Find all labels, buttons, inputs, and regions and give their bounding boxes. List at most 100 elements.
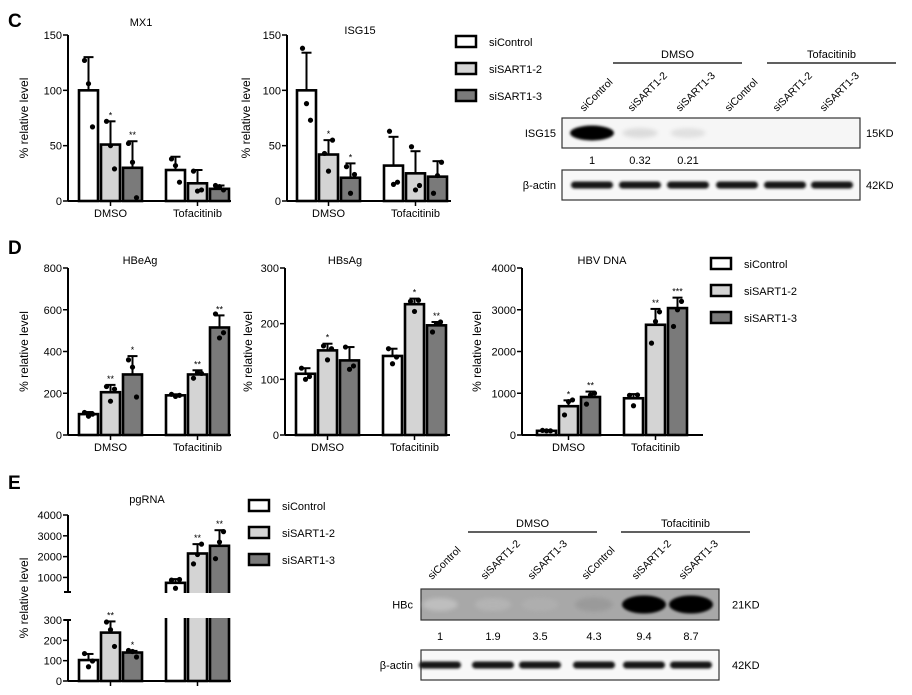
blot-band: [667, 181, 709, 189]
data-point: [168, 156, 175, 162]
y-axis-label: % relative level: [241, 311, 255, 392]
y-tick-label: 200: [261, 319, 279, 331]
blot-band: [573, 661, 615, 669]
data-point: [129, 648, 136, 655]
y-tick-label: 0: [56, 676, 62, 688]
data-point: [587, 392, 594, 398]
data-point: [172, 393, 179, 399]
legend-swatch-sicontrol: [247, 498, 271, 513]
data-point: [539, 427, 546, 434]
blot-lane-label: siSART1-3: [677, 538, 721, 582]
data-point: [438, 159, 445, 165]
legend-swatch-sisart1-3: [709, 310, 733, 325]
panel-label-c: C: [8, 11, 22, 32]
data-point: [216, 184, 223, 190]
blot-quant-value: 1: [437, 631, 443, 643]
data-point: [433, 321, 440, 327]
blot-loading-membrane: [420, 649, 720, 681]
bar-sisart1-2-tofacitinib: [644, 323, 667, 437]
bar-sisart1-3-tofacitinib: [208, 187, 231, 203]
data-point: [176, 392, 183, 398]
data-point: [125, 647, 132, 654]
y-tick-label: 3000: [38, 531, 62, 543]
blot-lane-label: siControl: [723, 76, 761, 114]
y-tick-label: 1000: [38, 572, 62, 584]
blot-quant-value: 1: [589, 155, 595, 167]
legend-label-sisart1-3: siSART1-3: [282, 555, 335, 567]
data-point: [302, 376, 309, 382]
significance-marker: *: [413, 288, 417, 298]
y-tick-label: 150: [263, 30, 281, 42]
blot-group-label-tofacitinib: Tofacitinib: [807, 49, 856, 61]
chart-title: pgRNA: [129, 494, 165, 506]
bar-sicontrol-dmso: [77, 89, 100, 203]
data-point: [386, 128, 393, 134]
blot-quant-value: 9.4: [636, 631, 651, 643]
data-point: [547, 428, 554, 434]
legend-c: siControl siSART1-2 siSART1-3: [454, 34, 542, 103]
y-tick-label: 100: [44, 85, 62, 97]
data-point: [670, 323, 677, 330]
bar-sisart1-3-dmso: [339, 176, 362, 203]
legend-swatch-sisart1-2: [709, 283, 733, 298]
blot-lane-label: siControl: [426, 544, 464, 582]
x-tick-label: DMSO: [552, 442, 585, 454]
data-point: [674, 307, 681, 313]
data-point: [415, 297, 422, 303]
data-point: [561, 412, 568, 418]
blot-lane-label: siSART1-2: [771, 70, 815, 114]
data-point: [194, 188, 201, 194]
data-point: [111, 166, 118, 172]
blot-quant-value: 0.32: [629, 155, 650, 167]
data-point: [176, 576, 183, 583]
bar-sisart1-2-tofacitinib: [186, 373, 209, 437]
bar-sisart1-2-dmso: [99, 143, 122, 203]
blot-band: [669, 595, 713, 614]
data-point: [103, 383, 110, 390]
data-point: [85, 664, 92, 670]
bar-sicontrol-tofacitinib: [622, 396, 645, 437]
data-point: [111, 643, 118, 650]
data-point: [307, 117, 314, 123]
significance-marker: *: [567, 389, 571, 399]
chart-hbv-dna: HBV DNA % relative level 0 1000 2000 3000 4000…: [470, 255, 703, 454]
blot-target-label: ISG15: [525, 128, 556, 140]
chart-title: MX1: [130, 17, 153, 29]
chart-hbsag: HBsAg % relative level 0 100 200 300 DMSO Tofac…: [241, 255, 450, 454]
blot-group-label-dmso: DMSO: [661, 49, 694, 61]
x-tick-label: Tofacitinib: [390, 442, 439, 454]
data-point: [172, 585, 179, 591]
data-point: [652, 318, 659, 325]
data-point: [329, 137, 336, 143]
data-point: [437, 319, 444, 325]
data-point: [630, 403, 637, 409]
blot-quant-value: 8.7: [683, 631, 698, 643]
blot-band: [811, 181, 853, 189]
significance-marker: *: [349, 152, 353, 162]
data-point: [85, 413, 92, 419]
data-point: [89, 124, 96, 130]
y-axis-label: % relative level: [239, 78, 253, 159]
significance-marker: *: [327, 129, 331, 139]
legend-d: siControl siSART1-2 siSART1-3: [709, 256, 797, 325]
significance-marker: **: [587, 381, 595, 391]
blot-quant-value: 0.21: [677, 155, 698, 167]
y-tick-label: 0: [510, 430, 516, 442]
y-axis-label: % relative level: [17, 558, 31, 639]
bar-sisart1-3-tofacitinib: [426, 175, 449, 203]
y-tick-label: 600: [44, 305, 62, 317]
data-point: [125, 140, 132, 147]
data-point: [81, 650, 88, 657]
data-point: [133, 394, 140, 400]
chart-title: HBsAg: [328, 255, 362, 267]
x-tick-label: Tofacitinib: [391, 208, 440, 220]
legend-swatch-sisart1-3: [454, 88, 478, 103]
data-point: [216, 335, 223, 341]
y-axis-label: % relative level: [470, 311, 484, 392]
data-point: [190, 168, 197, 174]
y-tick-label: 100: [261, 374, 279, 386]
y-tick-label: 2000: [492, 347, 516, 359]
bar-sicontrol-group-1: [77, 658, 100, 683]
legend-swatch-sisart1-2: [454, 61, 478, 76]
